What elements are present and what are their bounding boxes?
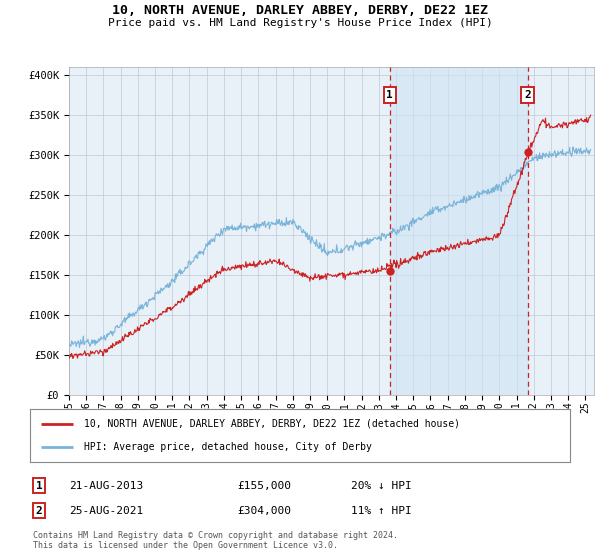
Text: 2: 2: [524, 90, 531, 100]
Text: 21-AUG-2013: 21-AUG-2013: [69, 480, 143, 491]
Text: HPI: Average price, detached house, City of Derby: HPI: Average price, detached house, City…: [84, 442, 372, 452]
Text: 20% ↓ HPI: 20% ↓ HPI: [351, 480, 412, 491]
Bar: [390, 67, 527, 395]
Text: Contains HM Land Registry data © Crown copyright and database right 2024.
This d: Contains HM Land Registry data © Crown c…: [33, 530, 398, 550]
Text: Price paid vs. HM Land Registry's House Price Index (HPI): Price paid vs. HM Land Registry's House …: [107, 18, 493, 28]
Text: 1: 1: [386, 90, 393, 100]
Text: 10, NORTH AVENUE, DARLEY ABBEY, DERBY, DE22 1EZ (detached house): 10, NORTH AVENUE, DARLEY ABBEY, DERBY, D…: [84, 419, 460, 429]
Text: 1: 1: [35, 480, 43, 491]
Text: 2: 2: [35, 506, 43, 516]
Text: 25-AUG-2021: 25-AUG-2021: [69, 506, 143, 516]
Text: 10, NORTH AVENUE, DARLEY ABBEY, DERBY, DE22 1EZ: 10, NORTH AVENUE, DARLEY ABBEY, DERBY, D…: [112, 4, 488, 17]
Text: £304,000: £304,000: [237, 506, 291, 516]
Text: 11% ↑ HPI: 11% ↑ HPI: [351, 506, 412, 516]
Text: £155,000: £155,000: [237, 480, 291, 491]
